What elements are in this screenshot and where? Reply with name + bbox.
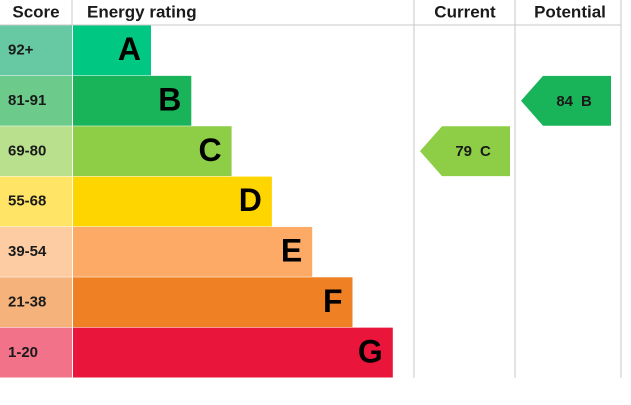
header-score: Score bbox=[12, 2, 59, 21]
score-cell bbox=[0, 25, 72, 76]
header-current: Current bbox=[434, 2, 496, 21]
potential-arrow bbox=[521, 75, 611, 126]
header-rating: Energy rating bbox=[87, 2, 197, 21]
rating-letter: F bbox=[323, 283, 343, 319]
current-arrow bbox=[420, 126, 510, 177]
rating-letter: E bbox=[281, 233, 302, 269]
header-potential: Potential bbox=[534, 2, 606, 21]
score-cell bbox=[0, 176, 72, 227]
score-label: 21-38 bbox=[8, 293, 46, 310]
score-label: 69-80 bbox=[8, 142, 46, 159]
score-label: 92+ bbox=[8, 42, 34, 59]
score-label: 39-54 bbox=[8, 243, 47, 260]
score-label: 55-68 bbox=[8, 193, 46, 210]
rating-bar bbox=[73, 226, 313, 277]
rating-letter: B bbox=[158, 81, 181, 117]
potential-rating: B bbox=[581, 93, 592, 110]
score-cell bbox=[0, 126, 72, 177]
rating-letter: A bbox=[118, 31, 141, 67]
potential-value: 84 bbox=[556, 93, 573, 110]
rating-letter: D bbox=[239, 182, 262, 218]
current-rating: C bbox=[480, 143, 491, 160]
score-cell bbox=[0, 277, 72, 328]
current-value: 79 bbox=[455, 143, 472, 160]
score-cell bbox=[0, 226, 72, 277]
rating-letter: G bbox=[358, 333, 383, 369]
rating-bar bbox=[73, 75, 192, 126]
score-label: 1-20 bbox=[8, 344, 38, 361]
rating-bar bbox=[73, 25, 151, 76]
score-cell bbox=[0, 75, 72, 126]
rating-letter: C bbox=[198, 132, 221, 168]
score-label: 81-91 bbox=[8, 92, 46, 109]
rating-bar bbox=[73, 126, 232, 177]
rating-bar bbox=[73, 277, 353, 328]
rating-bar bbox=[73, 176, 272, 227]
rating-bar bbox=[73, 327, 393, 378]
score-cell bbox=[0, 327, 72, 378]
